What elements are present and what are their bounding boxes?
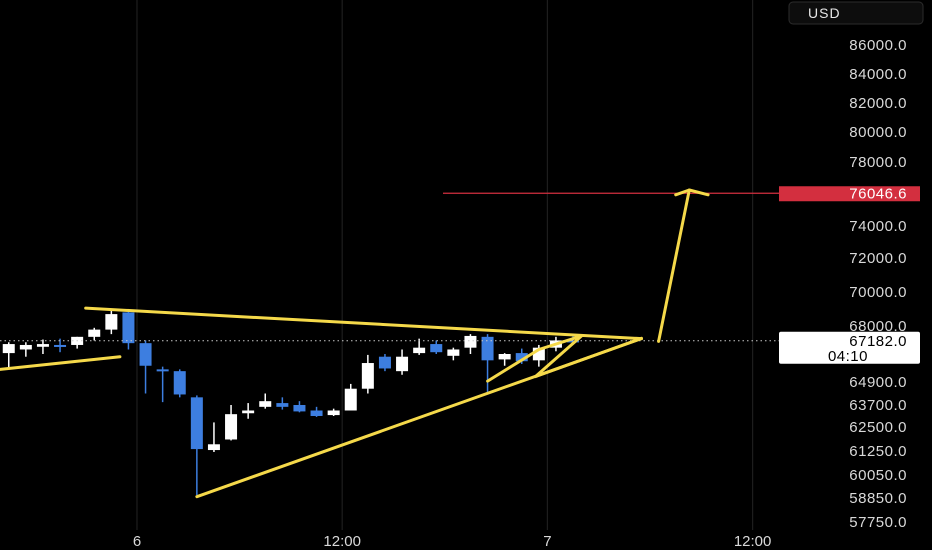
- candle-body-25: [430, 344, 443, 353]
- countdown-label: 04:10: [828, 348, 868, 365]
- candle-body-9: [156, 369, 169, 372]
- candle-body-27: [464, 335, 477, 348]
- y-tick-label-12: 61250.0: [849, 443, 907, 460]
- y-tick-label-6: 72000.0: [849, 250, 907, 267]
- candle-body-8: [139, 343, 152, 366]
- y-tick-label-14: 58850.0: [849, 490, 907, 507]
- y-tick-label-0: 86000.0: [849, 37, 907, 54]
- candle-body-15: [259, 401, 272, 407]
- candle-body-7: [122, 312, 135, 344]
- target-price-badge: [779, 186, 920, 202]
- candle-body-28: [481, 336, 494, 361]
- candle-body-26: [447, 349, 460, 356]
- y-tick-label-9: 64900.0: [849, 374, 907, 391]
- currency-label[interactable]: USD: [808, 5, 841, 21]
- price-badges: USD 76046.6 67182.004:10: [779, 1, 924, 365]
- candle-body-30: [515, 353, 528, 362]
- drawing-path-3[interactable]: [486, 334, 643, 383]
- candles: [2, 309, 580, 496]
- candle-body-16: [276, 403, 289, 407]
- candle-body-6: [105, 314, 118, 330]
- y-tick-label-2: 82000.0: [849, 95, 907, 112]
- current-price-label: 67182.0: [849, 333, 907, 350]
- candle-body-21: [361, 363, 374, 389]
- y-tick-label-11: 62500.0: [849, 419, 907, 436]
- candle-body-13: [225, 414, 238, 440]
- trendline-1[interactable]: [84, 306, 643, 341]
- y-tick-label-7: 70000.0: [849, 284, 907, 301]
- target-price-label: 76046.6: [849, 185, 907, 202]
- candle-body-11: [190, 397, 203, 450]
- price-levels: [0, 192, 780, 342]
- trendline-0[interactable]: [0, 355, 122, 371]
- y-tick-label-5: 74000.0: [849, 218, 907, 235]
- x-tick-label-1: 12:00: [323, 533, 361, 550]
- drawing-path-5[interactable]: [674, 188, 710, 197]
- candle-body-12: [207, 444, 220, 451]
- candle-body-19: [327, 410, 340, 416]
- candle-body-14: [242, 410, 255, 414]
- x-axis: 6 12:00 7 12:00: [133, 533, 772, 550]
- drawings[interactable]: [0, 188, 710, 499]
- current-price-badge: [779, 331, 920, 364]
- y-tick-label-3: 80000.0: [849, 124, 907, 141]
- y-tick-label-10: 63700.0: [849, 397, 907, 414]
- candle-body-24: [413, 347, 426, 354]
- y-tick-label-1: 84000.0: [849, 66, 907, 83]
- y-tick-label-15: 57750.0: [849, 514, 907, 531]
- candle-body-20: [344, 388, 357, 411]
- candle-body-18: [310, 410, 323, 416]
- candle-body-22: [378, 356, 391, 369]
- y-tick-label-4: 78000.0: [849, 154, 907, 171]
- y-axis: 86000.0 84000.0 82000.0 80000.0 78000.0 74000…: [849, 37, 907, 531]
- candle-body-17: [293, 405, 306, 412]
- y-tick-label-8: 68000.0: [849, 318, 907, 335]
- candle-body-10: [173, 371, 186, 395]
- candle-body-1: [19, 344, 32, 350]
- y-tick-label-13: 60050.0: [849, 467, 907, 484]
- x-tick-label-0: 6: [133, 533, 141, 550]
- candle-body-29: [498, 354, 511, 360]
- grid-lines: [136, 0, 754, 530]
- candle-body-0: [2, 344, 15, 354]
- currency-selector[interactable]: [788, 1, 924, 25]
- candle-body-5: [88, 329, 101, 337]
- x-tick-label-2: 7: [543, 533, 551, 550]
- drawing-path-4[interactable]: [657, 188, 691, 343]
- x-tick-label-3: 12:00: [734, 533, 772, 550]
- candle-body-2: [36, 344, 49, 347]
- candle-body-3: [54, 344, 67, 347]
- candle-body-23: [396, 356, 409, 372]
